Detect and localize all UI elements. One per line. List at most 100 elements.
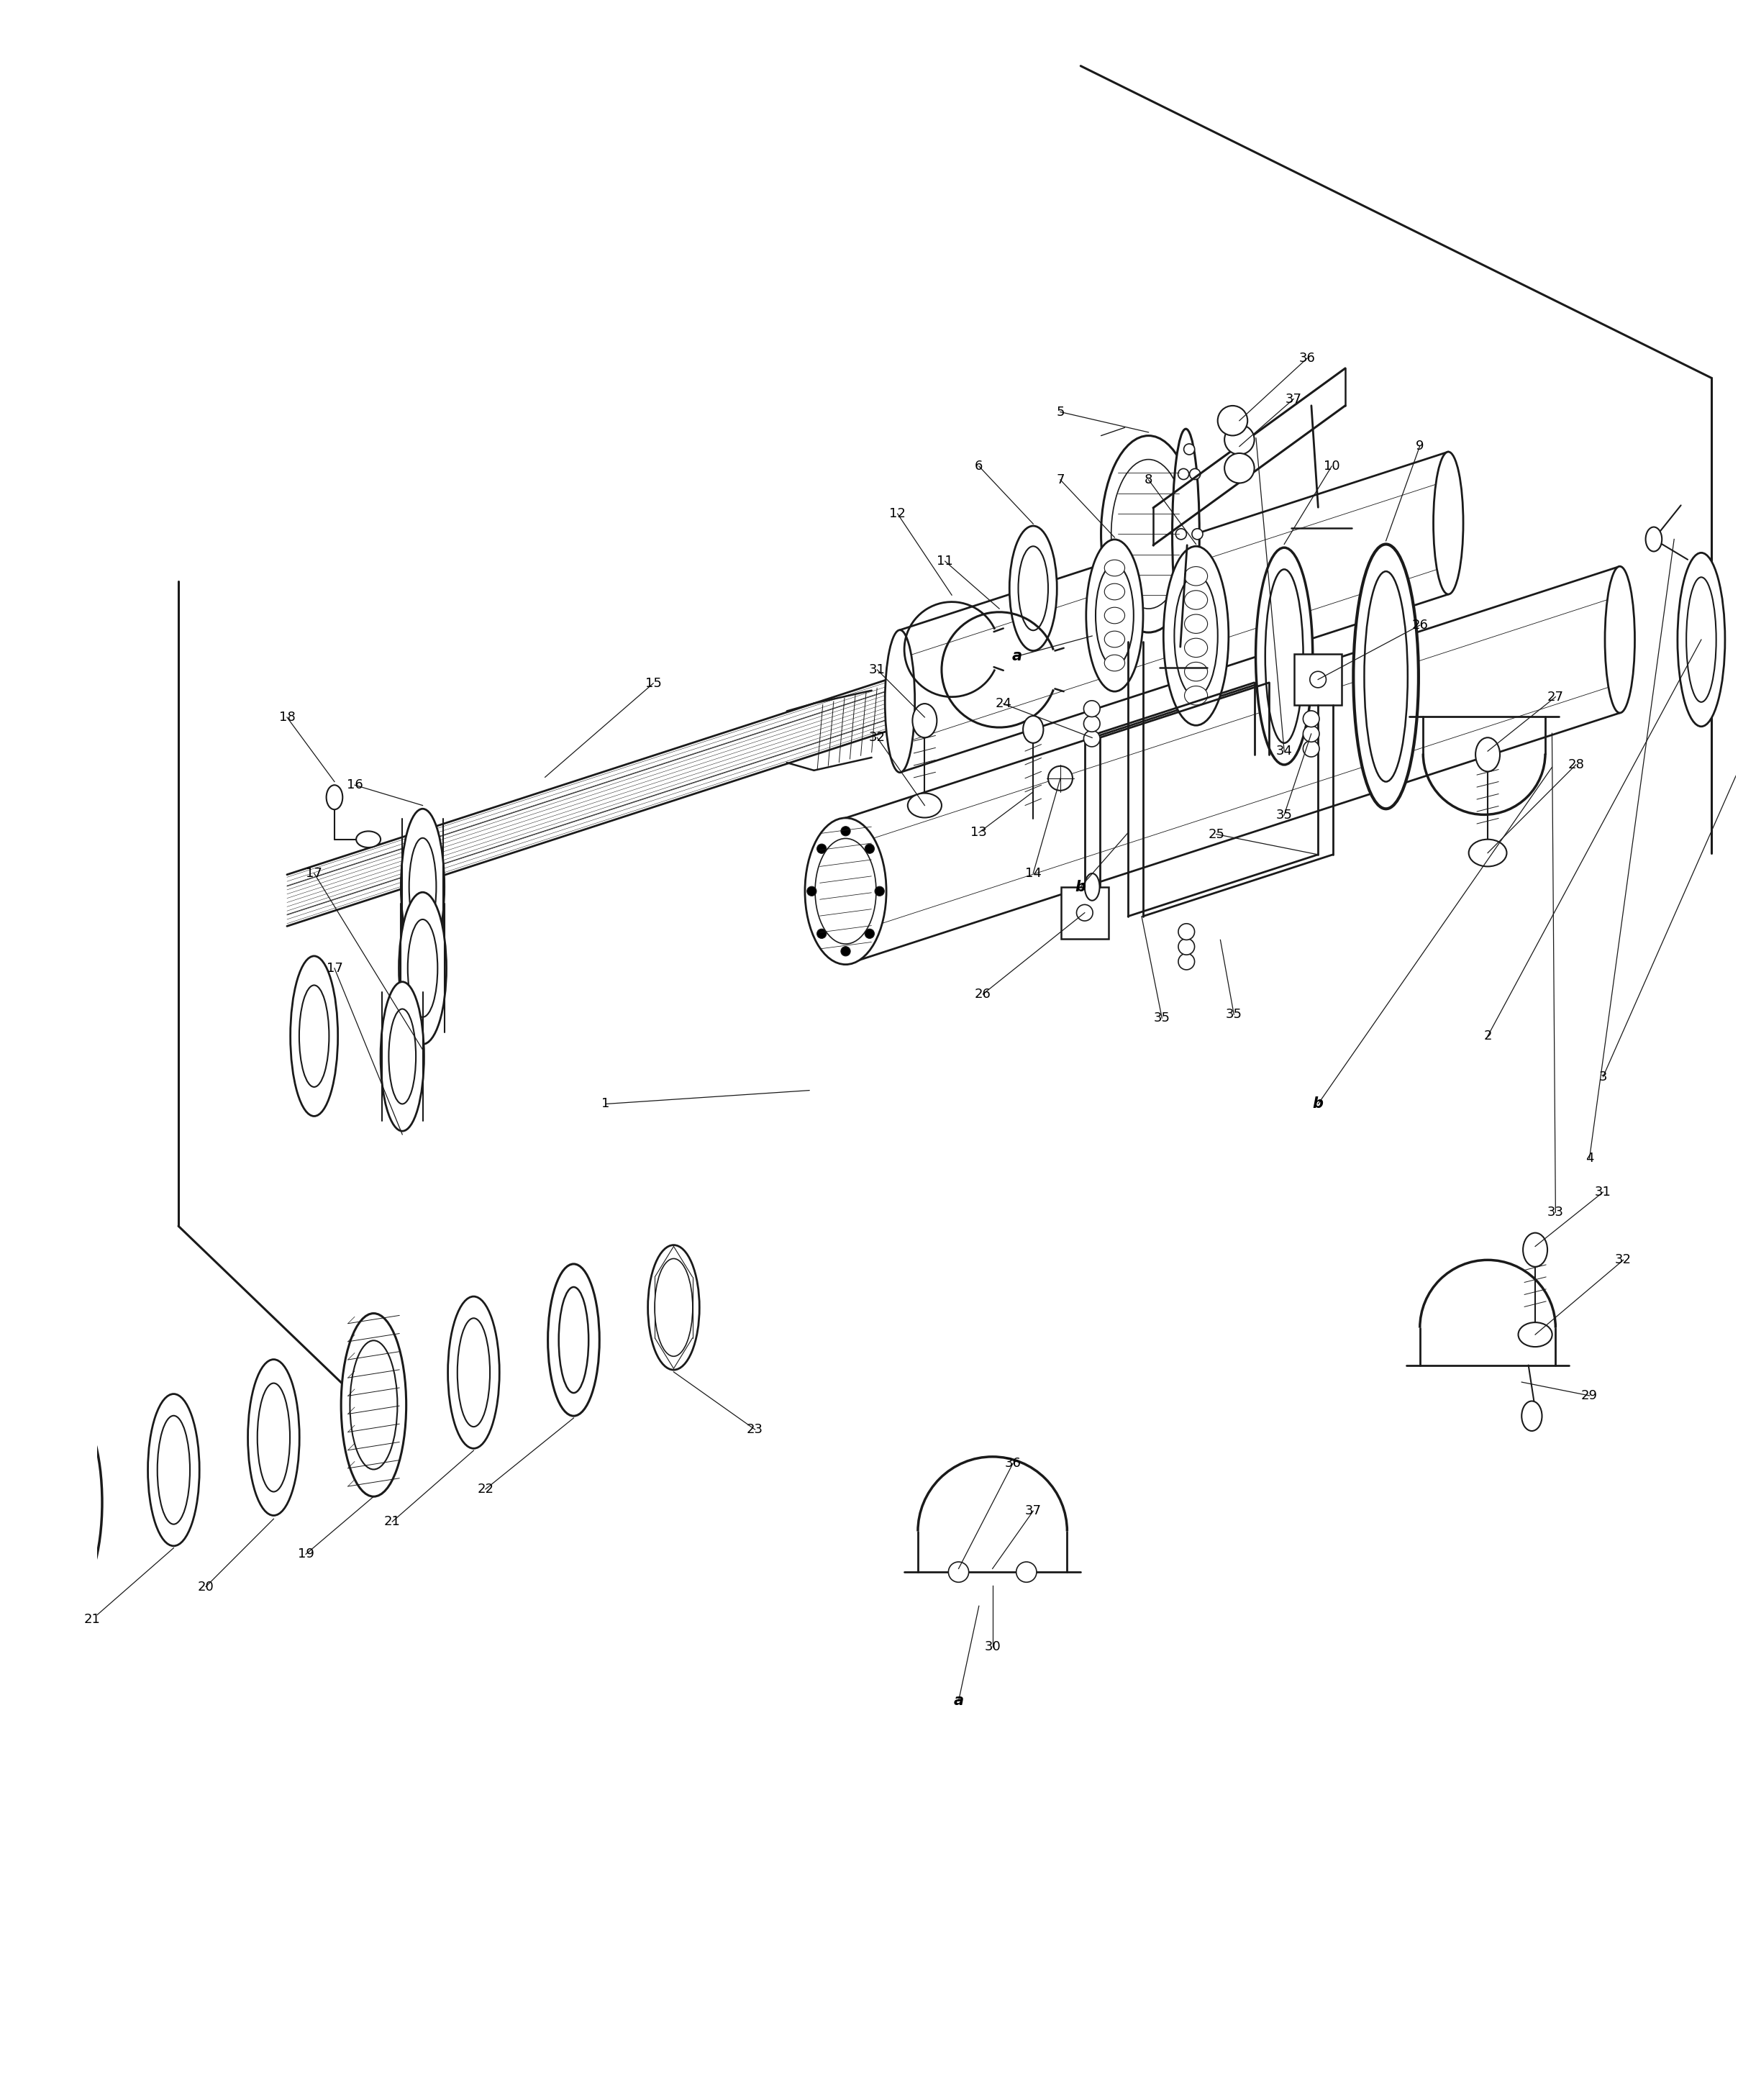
Text: 22: 22 <box>478 1483 494 1495</box>
Ellipse shape <box>1225 424 1255 454</box>
Text: 28: 28 <box>1568 758 1583 771</box>
Ellipse shape <box>1076 905 1093 922</box>
Text: 6: 6 <box>975 460 984 472</box>
Ellipse shape <box>949 1562 968 1581</box>
Text: b: b <box>1312 1096 1324 1111</box>
Ellipse shape <box>885 630 914 773</box>
Ellipse shape <box>1085 716 1100 731</box>
Text: 14: 14 <box>1025 867 1041 880</box>
Text: a: a <box>1012 649 1022 664</box>
Ellipse shape <box>356 832 381 848</box>
Text: 35: 35 <box>1154 1012 1170 1025</box>
Text: 21: 21 <box>384 1516 400 1529</box>
Text: 32: 32 <box>1615 1254 1632 1266</box>
Ellipse shape <box>1304 710 1319 727</box>
Ellipse shape <box>1189 588 1201 598</box>
Ellipse shape <box>907 794 942 817</box>
Ellipse shape <box>1010 525 1057 651</box>
Text: 17: 17 <box>306 867 322 880</box>
Ellipse shape <box>1304 727 1319 741</box>
Text: 31: 31 <box>1595 1186 1611 1199</box>
Ellipse shape <box>1095 565 1133 666</box>
Ellipse shape <box>257 1384 290 1491</box>
Ellipse shape <box>805 817 886 964</box>
Ellipse shape <box>1185 638 1208 657</box>
Ellipse shape <box>1085 874 1100 901</box>
Text: 3: 3 <box>1599 1071 1608 1084</box>
Ellipse shape <box>1024 716 1043 743</box>
Ellipse shape <box>1218 405 1248 435</box>
Ellipse shape <box>1175 529 1187 540</box>
Ellipse shape <box>341 1312 407 1497</box>
Text: 19: 19 <box>297 1548 315 1560</box>
Ellipse shape <box>54 1434 92 1571</box>
Text: 23: 23 <box>747 1424 763 1436</box>
Text: 8: 8 <box>1144 472 1152 487</box>
Ellipse shape <box>408 920 438 1016</box>
Ellipse shape <box>457 1319 490 1426</box>
Text: 7: 7 <box>1057 472 1064 487</box>
Ellipse shape <box>148 1394 200 1546</box>
Ellipse shape <box>1018 546 1048 630</box>
Ellipse shape <box>841 827 850 836</box>
Ellipse shape <box>1178 588 1189 598</box>
Ellipse shape <box>912 704 937 737</box>
Ellipse shape <box>1604 567 1635 712</box>
Ellipse shape <box>1104 632 1124 647</box>
Text: 24: 24 <box>994 697 1012 710</box>
Text: 35: 35 <box>1225 1008 1243 1021</box>
Text: 17: 17 <box>327 962 342 974</box>
Text: 4: 4 <box>1585 1151 1594 1166</box>
Ellipse shape <box>1192 529 1203 540</box>
Text: 36: 36 <box>1005 1457 1022 1470</box>
Ellipse shape <box>290 956 337 1115</box>
Ellipse shape <box>1178 924 1194 941</box>
Ellipse shape <box>1111 460 1185 609</box>
Ellipse shape <box>400 892 447 1044</box>
Ellipse shape <box>1178 953 1194 970</box>
Ellipse shape <box>655 1258 693 1357</box>
Ellipse shape <box>401 808 445 964</box>
Ellipse shape <box>299 985 328 1088</box>
Ellipse shape <box>381 983 424 1132</box>
Text: 10: 10 <box>1324 460 1340 472</box>
Text: 37: 37 <box>1025 1504 1041 1518</box>
Ellipse shape <box>1163 546 1229 724</box>
Text: b: b <box>1076 880 1086 895</box>
Ellipse shape <box>1017 1562 1036 1581</box>
Text: 32: 32 <box>869 731 885 743</box>
Text: 1: 1 <box>601 1098 610 1111</box>
Ellipse shape <box>866 844 874 853</box>
Text: a: a <box>954 1695 963 1707</box>
Text: 5: 5 <box>1057 405 1064 418</box>
Ellipse shape <box>1104 607 1124 624</box>
Ellipse shape <box>1185 687 1208 706</box>
Text: 20: 20 <box>198 1579 214 1594</box>
Ellipse shape <box>408 838 436 937</box>
Ellipse shape <box>1184 443 1194 456</box>
Ellipse shape <box>1184 613 1194 624</box>
Ellipse shape <box>1265 569 1304 743</box>
Text: 2: 2 <box>1484 1029 1491 1042</box>
Ellipse shape <box>389 1008 415 1105</box>
Ellipse shape <box>1225 454 1255 483</box>
Ellipse shape <box>1086 540 1144 691</box>
Text: 34: 34 <box>1276 745 1293 758</box>
Ellipse shape <box>1185 590 1208 609</box>
Text: 30: 30 <box>984 1640 1001 1653</box>
Text: 9: 9 <box>1416 439 1423 452</box>
Ellipse shape <box>1171 428 1199 638</box>
Bar <box>1295 653 1342 706</box>
Ellipse shape <box>874 886 885 897</box>
Ellipse shape <box>841 947 850 956</box>
Text: 36: 36 <box>1298 353 1316 365</box>
Ellipse shape <box>1522 1233 1547 1266</box>
Ellipse shape <box>558 1287 589 1392</box>
Ellipse shape <box>1434 452 1463 594</box>
Ellipse shape <box>1646 527 1662 552</box>
Ellipse shape <box>349 1340 398 1470</box>
Text: 11: 11 <box>937 554 952 567</box>
Ellipse shape <box>1304 741 1319 756</box>
Ellipse shape <box>448 1296 499 1449</box>
Text: 12: 12 <box>890 508 905 521</box>
